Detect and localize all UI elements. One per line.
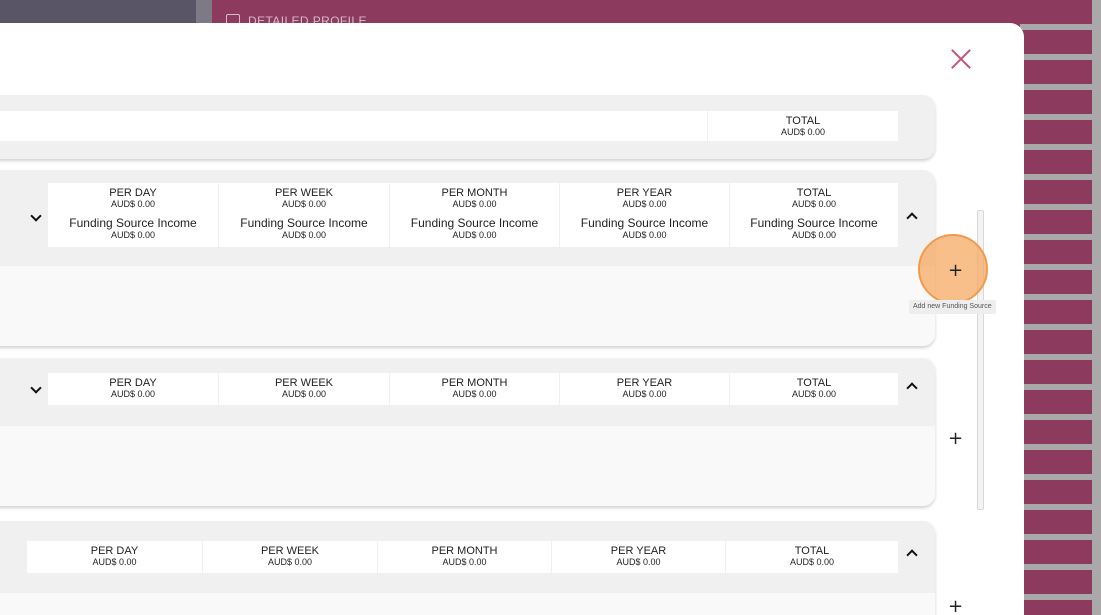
add-funding-source-tooltip: Add new Funding Source — [909, 300, 996, 314]
funding-panel-2-body — [0, 426, 935, 506]
per-week-label: PER WEEK — [260, 545, 320, 557]
per-month-value: AUD$ 0.00 — [452, 199, 497, 209]
panel-1-per-week: PER WEEK AUD$ 0.00 Funding Source Income… — [219, 183, 389, 247]
panel-3-per-week: PER WEEK AUD$ 0.00 — [203, 541, 377, 573]
background-edge — [1092, 0, 1101, 615]
panel-3-per-day: PER DAY AUD$ 0.00 — [27, 541, 202, 573]
panel-2-per-month: PER MONTH AUD$ 0.00 — [390, 373, 559, 405]
per-month-label: PER MONTH — [431, 545, 498, 557]
total-value: AUD$ 0.00 — [791, 389, 837, 399]
total-value: AUD$ 0.00 — [789, 557, 835, 567]
funding-source-label: Funding Source Income — [750, 216, 878, 230]
per-year-label: PER YEAR — [616, 187, 673, 199]
total-label: TOTAL — [796, 187, 832, 199]
per-year-value: AUD$ 0.00 — [616, 557, 661, 567]
funding-panel-3-body — [0, 593, 935, 615]
total-label: TOTAL — [796, 377, 832, 389]
chevron-up-icon[interactable] — [906, 210, 918, 222]
summary-total-cell: TOTAL AUD$ 0.00 — [708, 111, 898, 141]
per-day-value: AUD$ 0.00 — [92, 557, 137, 567]
funding-source-value: AUD$ 0.00 — [110, 230, 156, 240]
per-year-label: PER YEAR — [616, 377, 673, 389]
funding-source-value: AUD$ 0.00 — [622, 230, 667, 240]
summary-panel: TOTAL AUD$ 0.00 — [0, 95, 935, 159]
chevron-down-icon[interactable] — [30, 211, 42, 223]
per-month-value: AUD$ 0.00 — [452, 389, 497, 399]
summary-total-label: TOTAL — [785, 115, 821, 127]
funding-source-label: Funding Source Income — [410, 216, 539, 230]
panel-1-total: TOTAL AUD$ 0.00 Funding Source Income AU… — [730, 183, 898, 247]
per-week-value: AUD$ 0.00 — [281, 199, 327, 209]
panel-2-per-year: PER YEAR AUD$ 0.00 — [560, 373, 729, 405]
summary-total-value: AUD$ 0.00 — [780, 127, 826, 137]
funding-source-label: Funding Source Income — [240, 216, 368, 230]
funding-source-value: AUD$ 0.00 — [452, 230, 497, 240]
panel-3-per-year: PER YEAR AUD$ 0.00 — [552, 541, 725, 573]
per-year-label: PER YEAR — [610, 545, 667, 557]
chevron-up-icon[interactable] — [906, 380, 918, 392]
per-week-value: AUD$ 0.00 — [267, 557, 313, 567]
chevron-down-icon[interactable] — [30, 383, 42, 395]
add-funding-source-button[interactable]: + — [948, 260, 964, 281]
per-day-label: PER DAY — [109, 377, 157, 389]
per-week-label: PER WEEK — [274, 187, 334, 199]
summary-blank-cell — [0, 111, 707, 141]
add-funding-source-button[interactable]: + — [948, 596, 964, 615]
funding-panel-1: PER DAY AUD$ 0.00 Funding Source Income … — [0, 170, 935, 346]
per-month-label: PER MONTH — [441, 377, 508, 389]
per-day-value: AUD$ 0.00 — [110, 199, 156, 209]
per-year-value: AUD$ 0.00 — [622, 389, 667, 399]
per-week-value: AUD$ 0.00 — [281, 389, 327, 399]
panel-3-total: TOTAL AUD$ 0.00 — [726, 541, 898, 573]
panel-3-per-month: PER MONTH AUD$ 0.00 — [378, 541, 551, 573]
funding-source-label: Funding Source Income — [69, 216, 197, 230]
close-icon[interactable] — [950, 48, 972, 70]
add-funding-source-button[interactable]: + — [948, 428, 964, 449]
funding-source-label: Funding Source Income — [580, 216, 709, 230]
per-day-label: PER DAY — [90, 545, 139, 557]
panel-1-per-month: PER MONTH AUD$ 0.00 Funding Source Incom… — [390, 183, 559, 247]
modal-scrollbar[interactable] — [977, 210, 984, 510]
per-year-value: AUD$ 0.00 — [622, 199, 667, 209]
panel-1-per-day: PER DAY AUD$ 0.00 Funding Source Income … — [48, 183, 218, 247]
funding-panel-1-body — [0, 266, 935, 346]
chevron-up-icon[interactable] — [906, 547, 918, 559]
total-value: AUD$ 0.00 — [791, 199, 837, 209]
per-day-value: AUD$ 0.00 — [110, 389, 156, 399]
per-month-label: PER MONTH — [441, 187, 508, 199]
panel-2-per-day: PER DAY AUD$ 0.00 — [48, 373, 218, 405]
panel-1-per-year: PER YEAR AUD$ 0.00 Funding Source Income… — [560, 183, 729, 247]
per-day-label: PER DAY — [109, 187, 157, 199]
per-month-value: AUD$ 0.00 — [442, 557, 487, 567]
click-highlight — [918, 234, 988, 304]
total-label: TOTAL — [794, 545, 830, 557]
background-list-rows — [1020, 0, 1101, 615]
per-week-label: PER WEEK — [274, 377, 334, 389]
funding-panel-2: PER DAY AUD$ 0.00 PER WEEK AUD$ 0.00 PER… — [0, 358, 935, 506]
panel-2-per-week: PER WEEK AUD$ 0.00 — [219, 373, 389, 405]
funding-source-value: AUD$ 0.00 — [281, 230, 327, 240]
funding-panel-3: PER DAY AUD$ 0.00 PER WEEK AUD$ 0.00 PER… — [0, 521, 935, 615]
panel-2-total: TOTAL AUD$ 0.00 — [730, 373, 898, 405]
funding-source-value: AUD$ 0.00 — [791, 230, 837, 240]
